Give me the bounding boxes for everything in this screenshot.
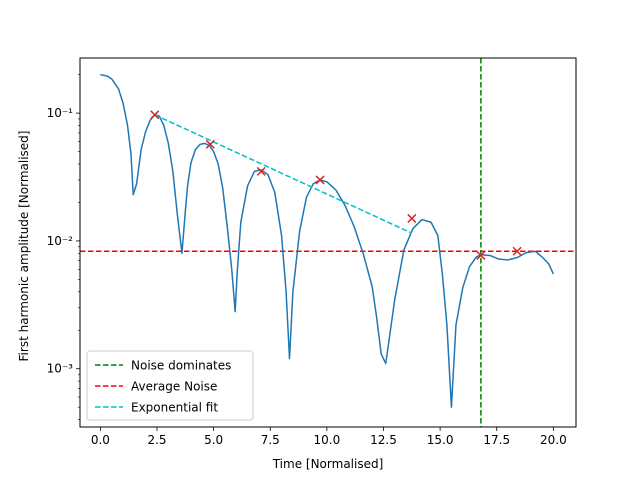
x-tick-label: 0.0 bbox=[91, 433, 110, 447]
legend-label-average-noise: Average Noise bbox=[131, 380, 217, 394]
peak-marker bbox=[512, 246, 522, 256]
plot-area bbox=[79, 57, 577, 428]
legend-box bbox=[86, 350, 254, 421]
y-axis-label: First harmonic amplitude [Normalised] bbox=[17, 131, 31, 362]
legend-label-exponential-fit: Exponential fit bbox=[131, 401, 218, 415]
y-tick-label: 10⁻¹ bbox=[47, 106, 74, 120]
y-tick-label: 10⁻² bbox=[47, 234, 74, 248]
x-tick-label: 5.0 bbox=[204, 433, 223, 447]
peak-marker bbox=[315, 175, 325, 185]
x-tick-label: 20.0 bbox=[540, 433, 567, 447]
data-layer bbox=[80, 58, 576, 427]
y-tick-label: 10⁻³ bbox=[47, 362, 74, 376]
x-tick-label: 2.5 bbox=[147, 433, 166, 447]
x-axis-label: Time [Normalised] bbox=[272, 457, 384, 471]
x-tick-label: 10.0 bbox=[314, 433, 341, 447]
peak-marker bbox=[205, 139, 215, 149]
signal-line bbox=[100, 73, 555, 408]
x-tick-label: 7.5 bbox=[261, 433, 280, 447]
x-tick-label: 15.0 bbox=[427, 433, 454, 447]
x-tick-label: 17.5 bbox=[483, 433, 510, 447]
exponential-fit-line bbox=[154, 114, 413, 234]
legend-label-noise-dominates: Noise dominates bbox=[131, 359, 231, 373]
x-tick-label: 12.5 bbox=[370, 433, 397, 447]
y-axis: 10⁻³ 10⁻² 10⁻¹ bbox=[47, 74, 80, 420]
peak-marker bbox=[407, 213, 417, 223]
x-axis: 0.0 2.5 5.0 7.5 10.0 12.5 15.0 17.5 20.0 bbox=[91, 427, 567, 447]
peak-marker bbox=[256, 166, 266, 176]
peak-marker bbox=[150, 110, 160, 120]
legend: Noise dominates Average Noise Exponentia… bbox=[86, 350, 254, 421]
peak-marker bbox=[476, 250, 486, 260]
axes-frame bbox=[79, 57, 577, 428]
